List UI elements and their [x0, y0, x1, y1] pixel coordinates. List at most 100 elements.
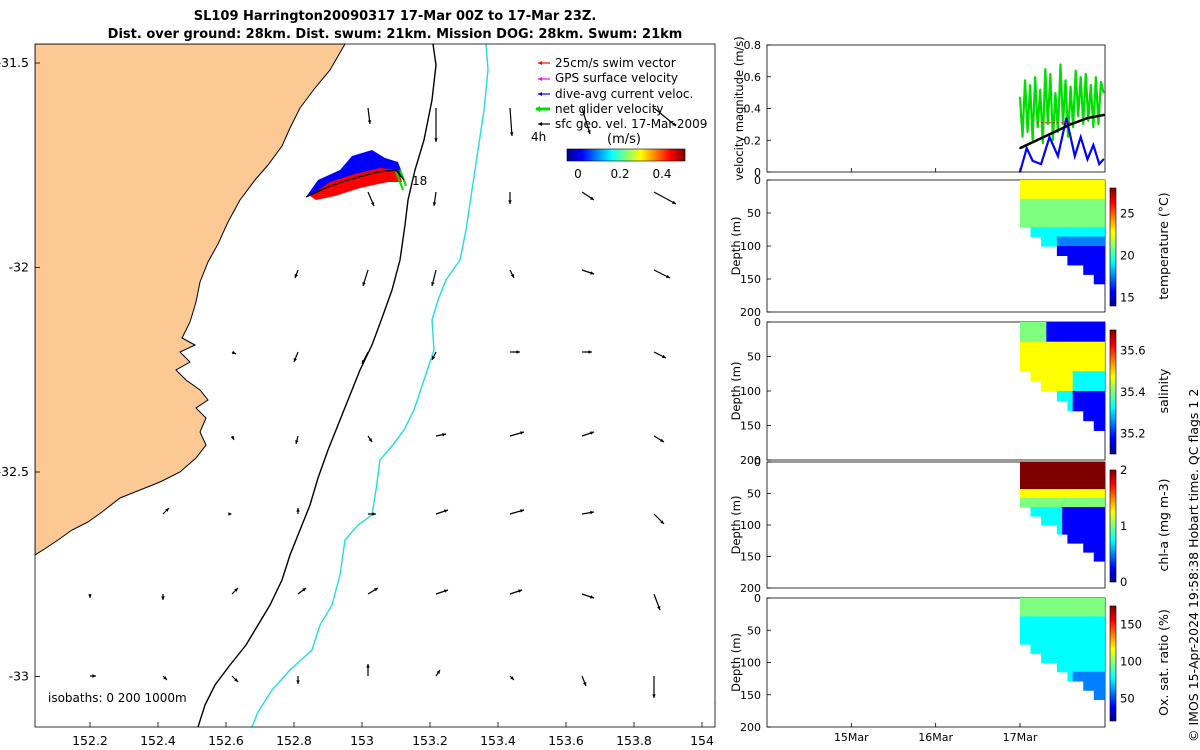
map-ytick-label: -32.5	[0, 464, 29, 479]
oxygen-section-cell	[1093, 662, 1100, 673]
salinity-section-cell	[1025, 331, 1032, 343]
chla-section-cell	[1025, 471, 1032, 481]
temperature-section-ytick-label: 200	[740, 306, 761, 319]
chla-section-cell	[1088, 498, 1095, 508]
oxygen-section-cell	[1056, 625, 1063, 636]
temperature-section-cell	[1062, 227, 1069, 238]
velocity-point	[1086, 158, 1089, 161]
salinity-section-cell	[1072, 331, 1079, 343]
temperature-section-cell	[1077, 255, 1084, 266]
temperature-section-cell	[1072, 255, 1079, 266]
velocity-point	[1021, 136, 1024, 138]
temperature-section-cell	[1083, 246, 1090, 257]
chla-section-colorbar	[1109, 469, 1117, 583]
chla-section-cell	[1088, 507, 1095, 517]
salinity-section-cell	[1093, 371, 1100, 382]
chla-section-cell	[1093, 525, 1100, 535]
chla-section-cell	[1019, 498, 1026, 508]
salinity-section-cell	[1051, 381, 1058, 392]
salinity-section-cell	[1062, 361, 1069, 372]
sfc-velocity-arrowhead	[367, 120, 372, 124]
chla-section-cell	[1062, 507, 1069, 517]
salinity-section-cell	[1030, 322, 1037, 333]
salinity-section-cell	[1041, 331, 1047, 343]
salinity-section-cell	[1046, 322, 1053, 333]
salinity-section-cell	[1072, 351, 1079, 363]
temperature-section-ytick-label: 0	[754, 174, 761, 187]
chla-section-cell	[1099, 471, 1105, 481]
velocity-point	[1019, 147, 1021, 149]
velocity-point	[1040, 163, 1042, 165]
chla-section-cell	[1051, 480, 1058, 490]
velocity-point	[1062, 123, 1064, 126]
sfc-velocity-arrowhead	[510, 274, 514, 278]
oxygen-section: 0 50 100 150 200 Depth (m) 50 100 150 Ox. sat. ra…	[729, 592, 1171, 734]
temperature-section-cell	[1093, 180, 1100, 191]
plot-title-line-1: SL109 Harrington20090317 17-Mar 00Z to 1…	[193, 9, 597, 24]
salinity-section-cell	[1088, 331, 1095, 343]
day-tick-label: 17Mar	[1003, 731, 1038, 744]
sfc-velocity-arrowhead	[590, 595, 594, 599]
temperature-section-cell	[1093, 236, 1100, 247]
velocity-point	[1059, 63, 1062, 65]
sfc-velocity-arrowhead	[442, 433, 446, 437]
chla-section-cell	[1067, 480, 1074, 490]
sfc-velocity-arrowhead	[520, 431, 524, 435]
oxygen-section-cell	[1099, 644, 1105, 654]
temperature-section-cell	[1099, 189, 1105, 200]
salinity-section-cell	[1025, 351, 1032, 363]
salinity-section-cell	[1083, 381, 1090, 392]
oxygen-section-cell	[1067, 598, 1074, 608]
oxygen-section-cell	[1025, 598, 1032, 608]
temperature-section-cell	[1062, 208, 1069, 219]
sfc-velocity-arrowhead	[163, 676, 167, 680]
velocity-point	[1074, 155, 1076, 157]
oxygen-section-cell	[1088, 625, 1095, 636]
chla-section-cell	[1077, 471, 1084, 481]
temperature-section-cell	[1077, 198, 1084, 209]
oxygen-section-cell	[1099, 616, 1105, 627]
chla-section-ylabel: Depth (m)	[729, 496, 743, 555]
sfc-velocity-arrowhead	[296, 680, 300, 684]
velocity-point	[1086, 117, 1089, 119]
salinity-section-cell	[1067, 371, 1074, 382]
chla-section-cell	[1035, 471, 1042, 481]
chla-section-cell	[1056, 507, 1063, 517]
chla-section-cell	[1051, 489, 1058, 499]
temperature-section-cell	[1077, 236, 1084, 247]
salinity-section-cell	[1056, 322, 1063, 333]
chla-section-ytick-label: 0	[754, 456, 761, 469]
oxygen-section-cell	[1035, 625, 1042, 636]
oxygen-section-cell	[1088, 653, 1095, 664]
legend-sfc-geo-velocity: sfc geo. vel. 17-Mar-2009	[555, 117, 707, 131]
chla-section-cell	[1083, 480, 1090, 490]
chla-section-cell	[1093, 543, 1100, 553]
temperature-section-cell	[1051, 236, 1058, 247]
map-xtick-label: 152.2	[72, 733, 108, 748]
oxygen-section-cell	[1088, 671, 1095, 682]
temperature-section-cell	[1051, 227, 1058, 238]
temperature-section-cell	[1099, 246, 1105, 257]
chla-section-cell	[1030, 471, 1037, 481]
legend-dive-avg-current: dive-avg current veloc.	[555, 87, 693, 101]
temperature-section-cell	[1093, 246, 1100, 257]
temperature-section-cell	[1062, 198, 1069, 209]
velocity-point	[1087, 120, 1090, 122]
temperature-section-cell	[1072, 189, 1079, 200]
sfc-velocity-arrow	[716, 514, 718, 544]
oxygen-section-cell	[1072, 671, 1079, 682]
salinity-section-cell	[1083, 322, 1090, 333]
sfc-velocity-arrowhead	[436, 670, 440, 674]
chla-section-cell	[1099, 462, 1105, 472]
sfc-velocity-arrowhead	[296, 508, 300, 512]
salinity-section-cell	[1093, 410, 1100, 422]
oxygen-section-cbar-tick: 100	[1120, 655, 1142, 669]
velocity-point	[1077, 115, 1079, 118]
temperature-section-cell	[1067, 217, 1074, 228]
chla-section-cell	[1067, 507, 1074, 517]
map-ytick-label: -31.5	[0, 55, 29, 70]
temperature-section-cell	[1062, 236, 1069, 247]
velocity-ytick-label: 0.6	[744, 71, 762, 84]
chla-section-ytick-label: 200	[740, 582, 761, 595]
oxygen-section-cell	[1056, 653, 1063, 664]
